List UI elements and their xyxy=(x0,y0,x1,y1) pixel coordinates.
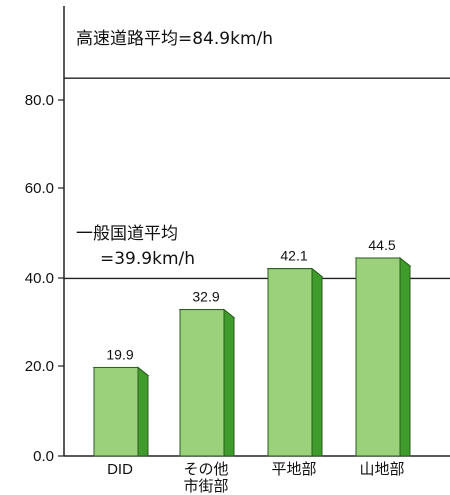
y-tick-label-3: 60.0 xyxy=(25,180,54,197)
category-label-did: DID xyxy=(107,461,133,478)
bar-other-urban-side xyxy=(223,308,235,457)
bar-other-urban-value-label: 32.9 xyxy=(192,289,219,305)
bar-flatland-side xyxy=(311,267,323,457)
bar-did-side xyxy=(137,366,149,457)
bar-did xyxy=(92,366,150,457)
expressway-average-label: 高速道路平均=84.9km/h xyxy=(76,29,273,49)
y-tick-label-4: 80.0 xyxy=(25,92,54,109)
category-label-other-urban: その他市街部 xyxy=(183,461,228,495)
bar-other-urban-front xyxy=(179,309,225,457)
bar-did-value-label: 19.9 xyxy=(106,346,133,362)
bar-mountain-front xyxy=(355,257,401,457)
y-ticks: 0.0 20.0 40.0 60.0 80.0 xyxy=(25,92,64,465)
category-label-mountain: 山地部 xyxy=(359,461,404,478)
bar-mountain-side xyxy=(399,256,411,457)
national-road-average-label-line2: =39.9km/h xyxy=(100,249,195,269)
category-label-flatland: 平地部 xyxy=(271,461,316,478)
y-tick-label-1: 20.0 xyxy=(25,358,54,375)
bar-did-front xyxy=(93,366,139,457)
bar-mountain-value-label: 44.5 xyxy=(368,237,395,253)
bar-mountain xyxy=(354,256,412,457)
bar-flatland xyxy=(266,267,324,457)
bar-other-urban xyxy=(178,308,236,457)
bar-flatland-value-label: 42.1 xyxy=(280,248,307,264)
y-tick-label-0: 0.0 xyxy=(33,448,54,465)
bar-flatland-front xyxy=(267,268,313,457)
y-tick-label-2: 40.0 xyxy=(25,270,54,287)
national-road-average-label-line1: 一般国道平均 xyxy=(76,224,178,244)
